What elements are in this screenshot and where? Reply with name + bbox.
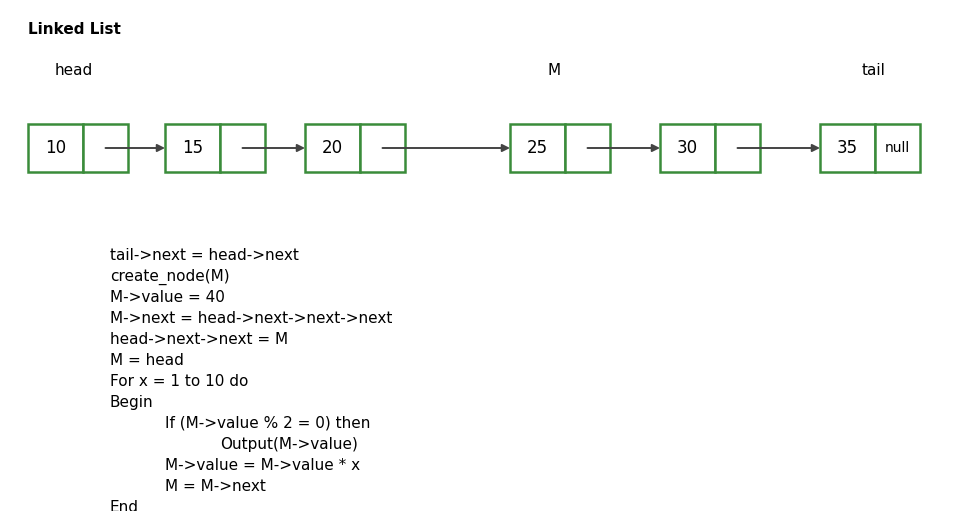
Text: create_node(M): create_node(M) [110, 269, 230, 285]
Text: M = head: M = head [110, 353, 184, 368]
Text: End: End [110, 500, 139, 511]
Text: Begin: Begin [110, 395, 153, 410]
Text: head: head [55, 63, 93, 78]
Text: tail: tail [862, 63, 886, 78]
Text: 15: 15 [182, 139, 203, 157]
Bar [165, 124, 220, 172]
Text: M: M [548, 63, 561, 78]
Bar [660, 124, 715, 172]
Bar [565, 124, 610, 172]
Text: M->value = M->value * x: M->value = M->value * x [165, 458, 360, 473]
Text: Linked List: Linked List [28, 22, 121, 37]
Text: For x = 1 to 10 do: For x = 1 to 10 do [110, 374, 248, 389]
Text: M->next = head->next->next->next: M->next = head->next->next->next [110, 311, 393, 326]
Text: 10: 10 [45, 139, 66, 157]
Bar [820, 124, 875, 172]
Bar [875, 124, 920, 172]
Text: M = M->next: M = M->next [165, 479, 266, 494]
Bar [360, 124, 405, 172]
Text: 25: 25 [527, 139, 548, 157]
Bar [83, 124, 128, 172]
Text: null: null [885, 141, 910, 155]
Text: head->next->next = M: head->next->next = M [110, 332, 288, 347]
Text: Output(M->value): Output(M->value) [220, 437, 358, 452]
Bar [510, 124, 565, 172]
Text: If (M->value % 2 = 0) then: If (M->value % 2 = 0) then [165, 416, 371, 431]
Text: 20: 20 [322, 139, 343, 157]
Bar [715, 124, 760, 172]
Bar [220, 124, 265, 172]
Bar [305, 124, 360, 172]
Bar [28, 124, 83, 172]
Text: 30: 30 [677, 139, 698, 157]
Text: M->value = 40: M->value = 40 [110, 290, 225, 305]
Text: 35: 35 [837, 139, 858, 157]
Text: tail->next = head->next: tail->next = head->next [110, 248, 299, 263]
